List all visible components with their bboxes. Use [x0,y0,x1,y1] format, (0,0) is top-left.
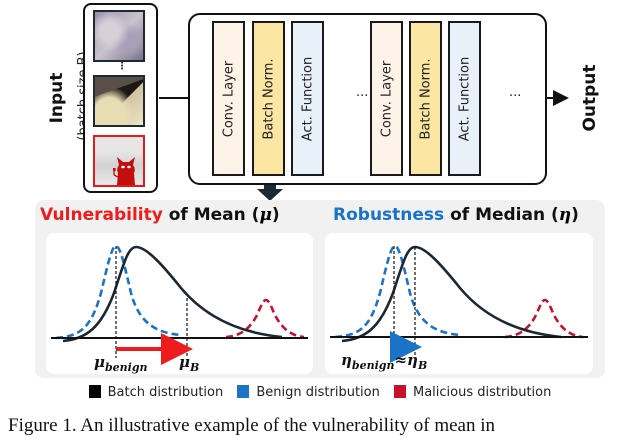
ellipsis-mid: ··· [356,89,369,104]
median-plot-panel: ηbenign≈ηB [325,233,593,374]
batch-norm-block-2: Batch Norm. [409,21,442,176]
left-panel-title: Vulnerability of Mean (μ) [40,205,280,225]
batch-norm-block-1: Batch Norm. [252,21,285,176]
input-batch-box: ⋮ [83,3,158,193]
right-panel-title: Robustness of Median (η) [333,205,579,225]
mean-plot-panel: μbenign μB [46,233,313,374]
eta-benign-approx-eta-batch-label: ηbenign≈ηB [341,351,428,372]
legend: Batch distribution Benign distribution M… [0,385,640,400]
benign-swatch [237,385,250,398]
comparison-panel: Vulnerability of Mean (μ) Robustness of … [35,200,605,378]
legend-benign: Benign distribution [237,385,380,400]
median-distribution-plot [330,244,588,363]
ellipsis-end: ··· [509,89,522,104]
network-box: Conv. Layer Batch Norm. Act. Function ··… [188,13,547,185]
batch-swatch [88,385,101,398]
activation-block-2: Act. Function [448,21,481,176]
malicious-swatch [394,385,406,398]
activation-block-1: Act. Function [291,21,324,176]
down-arrow-icon [257,189,283,200]
conv-layer-block-2: Conv. Layer [370,21,403,176]
mu-benign-label: μbenign [94,353,148,374]
malicious-input-image [93,135,145,187]
conv-layer-block-1: Conv. Layer [212,21,245,176]
mu-batch-label: μB [179,353,200,374]
output-label: Output [580,64,600,132]
figure-caption: Figure 1. An illustrative example of the… [8,415,496,436]
legend-batch: Batch distribution [88,385,223,400]
devil-icon [113,157,135,185]
input-image-1 [93,10,145,62]
legend-malicious: Malicious distribution [394,385,551,400]
mean-distribution-plot [51,244,308,365]
input-image-2 [93,75,145,127]
